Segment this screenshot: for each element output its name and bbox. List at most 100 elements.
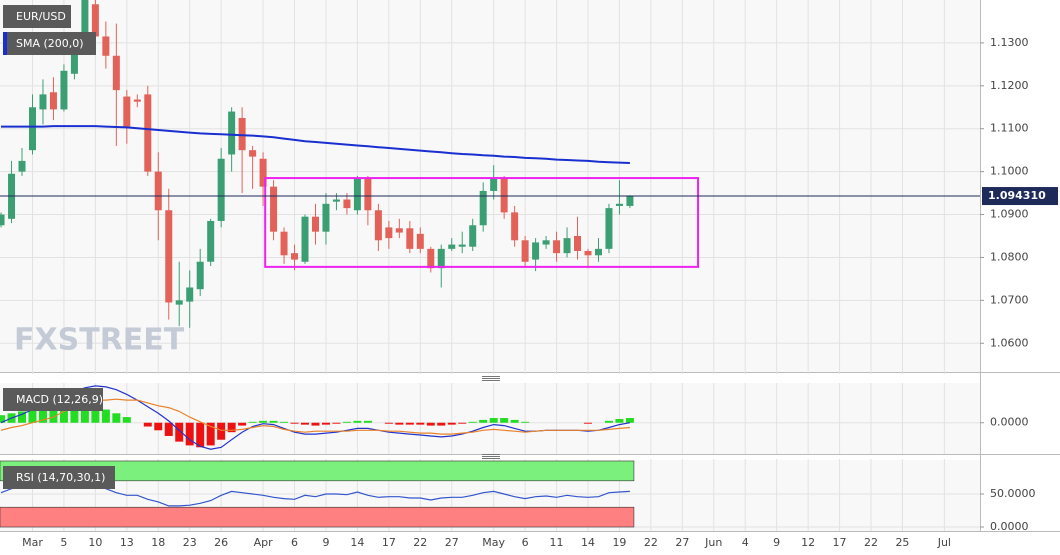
candle-body <box>458 244 466 247</box>
histogram-bar <box>395 422 404 425</box>
last-price-label: 1.094310 <box>988 189 1046 202</box>
histogram-bar <box>363 420 372 423</box>
histogram-bar <box>384 422 393 424</box>
candle-body <box>385 227 393 239</box>
candle-body <box>165 210 173 303</box>
candle-body <box>511 212 519 241</box>
x-tick-label: 9 <box>773 536 780 549</box>
histogram-bar <box>238 422 247 426</box>
x-tick-label: 14 <box>581 536 595 549</box>
candle-body <box>291 253 299 260</box>
candle-body <box>217 158 225 221</box>
candle-body <box>395 228 403 233</box>
histogram-bar <box>259 420 268 423</box>
candle-body <box>406 228 414 249</box>
labels: EUR/USD SMA (200,0) MACD (12,26,9) RSI (… <box>3 5 115 489</box>
candle-body <box>175 300 183 305</box>
histogram-bar <box>625 418 634 423</box>
candle-body <box>112 55 120 91</box>
x-tick-label: 13 <box>120 536 134 549</box>
candle-body <box>343 199 351 209</box>
histogram-bar <box>49 405 58 423</box>
candle-body <box>249 150 257 157</box>
y-tick-label: 1.0800 <box>990 250 1029 263</box>
candle-body <box>60 70 68 110</box>
histogram-bar <box>604 420 613 423</box>
histogram-bar <box>405 422 414 425</box>
candle-body <box>123 96 131 127</box>
candle-body <box>0 214 5 226</box>
candle-body <box>332 199 340 202</box>
candle-body <box>39 94 47 110</box>
candle-body <box>259 158 267 187</box>
x-tick-label: 22 <box>413 536 427 549</box>
candle-body <box>102 36 110 56</box>
histogram-bar <box>38 407 47 423</box>
y-tick-label: 0.0000 <box>990 520 1029 533</box>
histogram-bar <box>311 422 320 426</box>
histogram-bar <box>18 411 27 423</box>
x-tick-label: 9 <box>322 536 329 549</box>
candle-body <box>574 235 582 252</box>
histogram-bar <box>143 422 152 427</box>
x-tick-label: Apr <box>254 536 274 549</box>
macd-line <box>0 398 630 435</box>
axes: Mar 5 10 13 18 23 26 Apr 6 9 14 17 22 27 May 6 11 14 19 22 2… <box>22 36 1058 549</box>
y-tick-label: 1.1100 <box>990 122 1029 135</box>
histogram-bar <box>70 407 79 423</box>
y-tick-label: 1.1300 <box>990 36 1029 49</box>
candle-body <box>270 186 278 232</box>
x-tick-label: 12 <box>801 536 815 549</box>
panel-title: MACD (12,26,9) <box>16 393 103 406</box>
x-tick-label: 17 <box>833 536 847 549</box>
x-tick-label: 25 <box>895 536 909 549</box>
histogram-bar <box>437 422 446 426</box>
sma-line <box>1 125 630 164</box>
candle-body <box>91 4 99 37</box>
x-tick-label: Mar <box>22 536 43 549</box>
candle-body <box>553 240 561 254</box>
histogram-bar <box>269 420 278 423</box>
x-tick-label: Jun <box>704 536 722 549</box>
candle-body <box>228 111 236 155</box>
candle-body <box>532 242 540 260</box>
candle-body <box>49 92 57 110</box>
candle-body <box>374 210 382 241</box>
histogram-bar <box>301 422 310 425</box>
y-tick-label: 1.0600 <box>990 336 1029 349</box>
histogram-bar <box>489 418 498 423</box>
candle-body <box>280 231 288 256</box>
candle-body <box>133 99 141 102</box>
histogram-bar <box>468 421 477 423</box>
candle-body <box>364 178 372 211</box>
x-tick-label: 26 <box>214 536 228 549</box>
resize-grip[interactable] <box>482 376 500 381</box>
histogram-bar <box>280 421 289 423</box>
candle-body <box>196 261 204 290</box>
histogram-bar <box>80 406 89 423</box>
candle-body <box>479 190 487 226</box>
x-tick-label: 4 <box>742 536 749 549</box>
histogram-bar <box>227 422 236 433</box>
x-tick-label: 6 <box>522 536 529 549</box>
resize-grip[interactable] <box>482 454 500 459</box>
histogram-bar <box>101 409 110 423</box>
histogram-bar <box>321 422 330 425</box>
candle-body <box>626 196 634 206</box>
histogram-bar <box>91 408 100 423</box>
legend-entry: SMA (200,0) <box>16 37 84 50</box>
y-tick-label: 1.1200 <box>990 79 1029 92</box>
legend-swatch <box>3 32 7 55</box>
candle-body <box>542 240 550 245</box>
candle-body <box>154 171 162 211</box>
candle-body <box>81 0 89 50</box>
histogram-bar <box>426 422 435 426</box>
candle-body <box>186 287 194 302</box>
macd-line <box>0 385 631 450</box>
candle-body <box>584 251 592 256</box>
x-tick-label: 22 <box>644 536 658 549</box>
candle-body <box>28 107 36 151</box>
chart-title: EUR/USD <box>16 10 66 23</box>
histogram-bar <box>332 422 341 424</box>
